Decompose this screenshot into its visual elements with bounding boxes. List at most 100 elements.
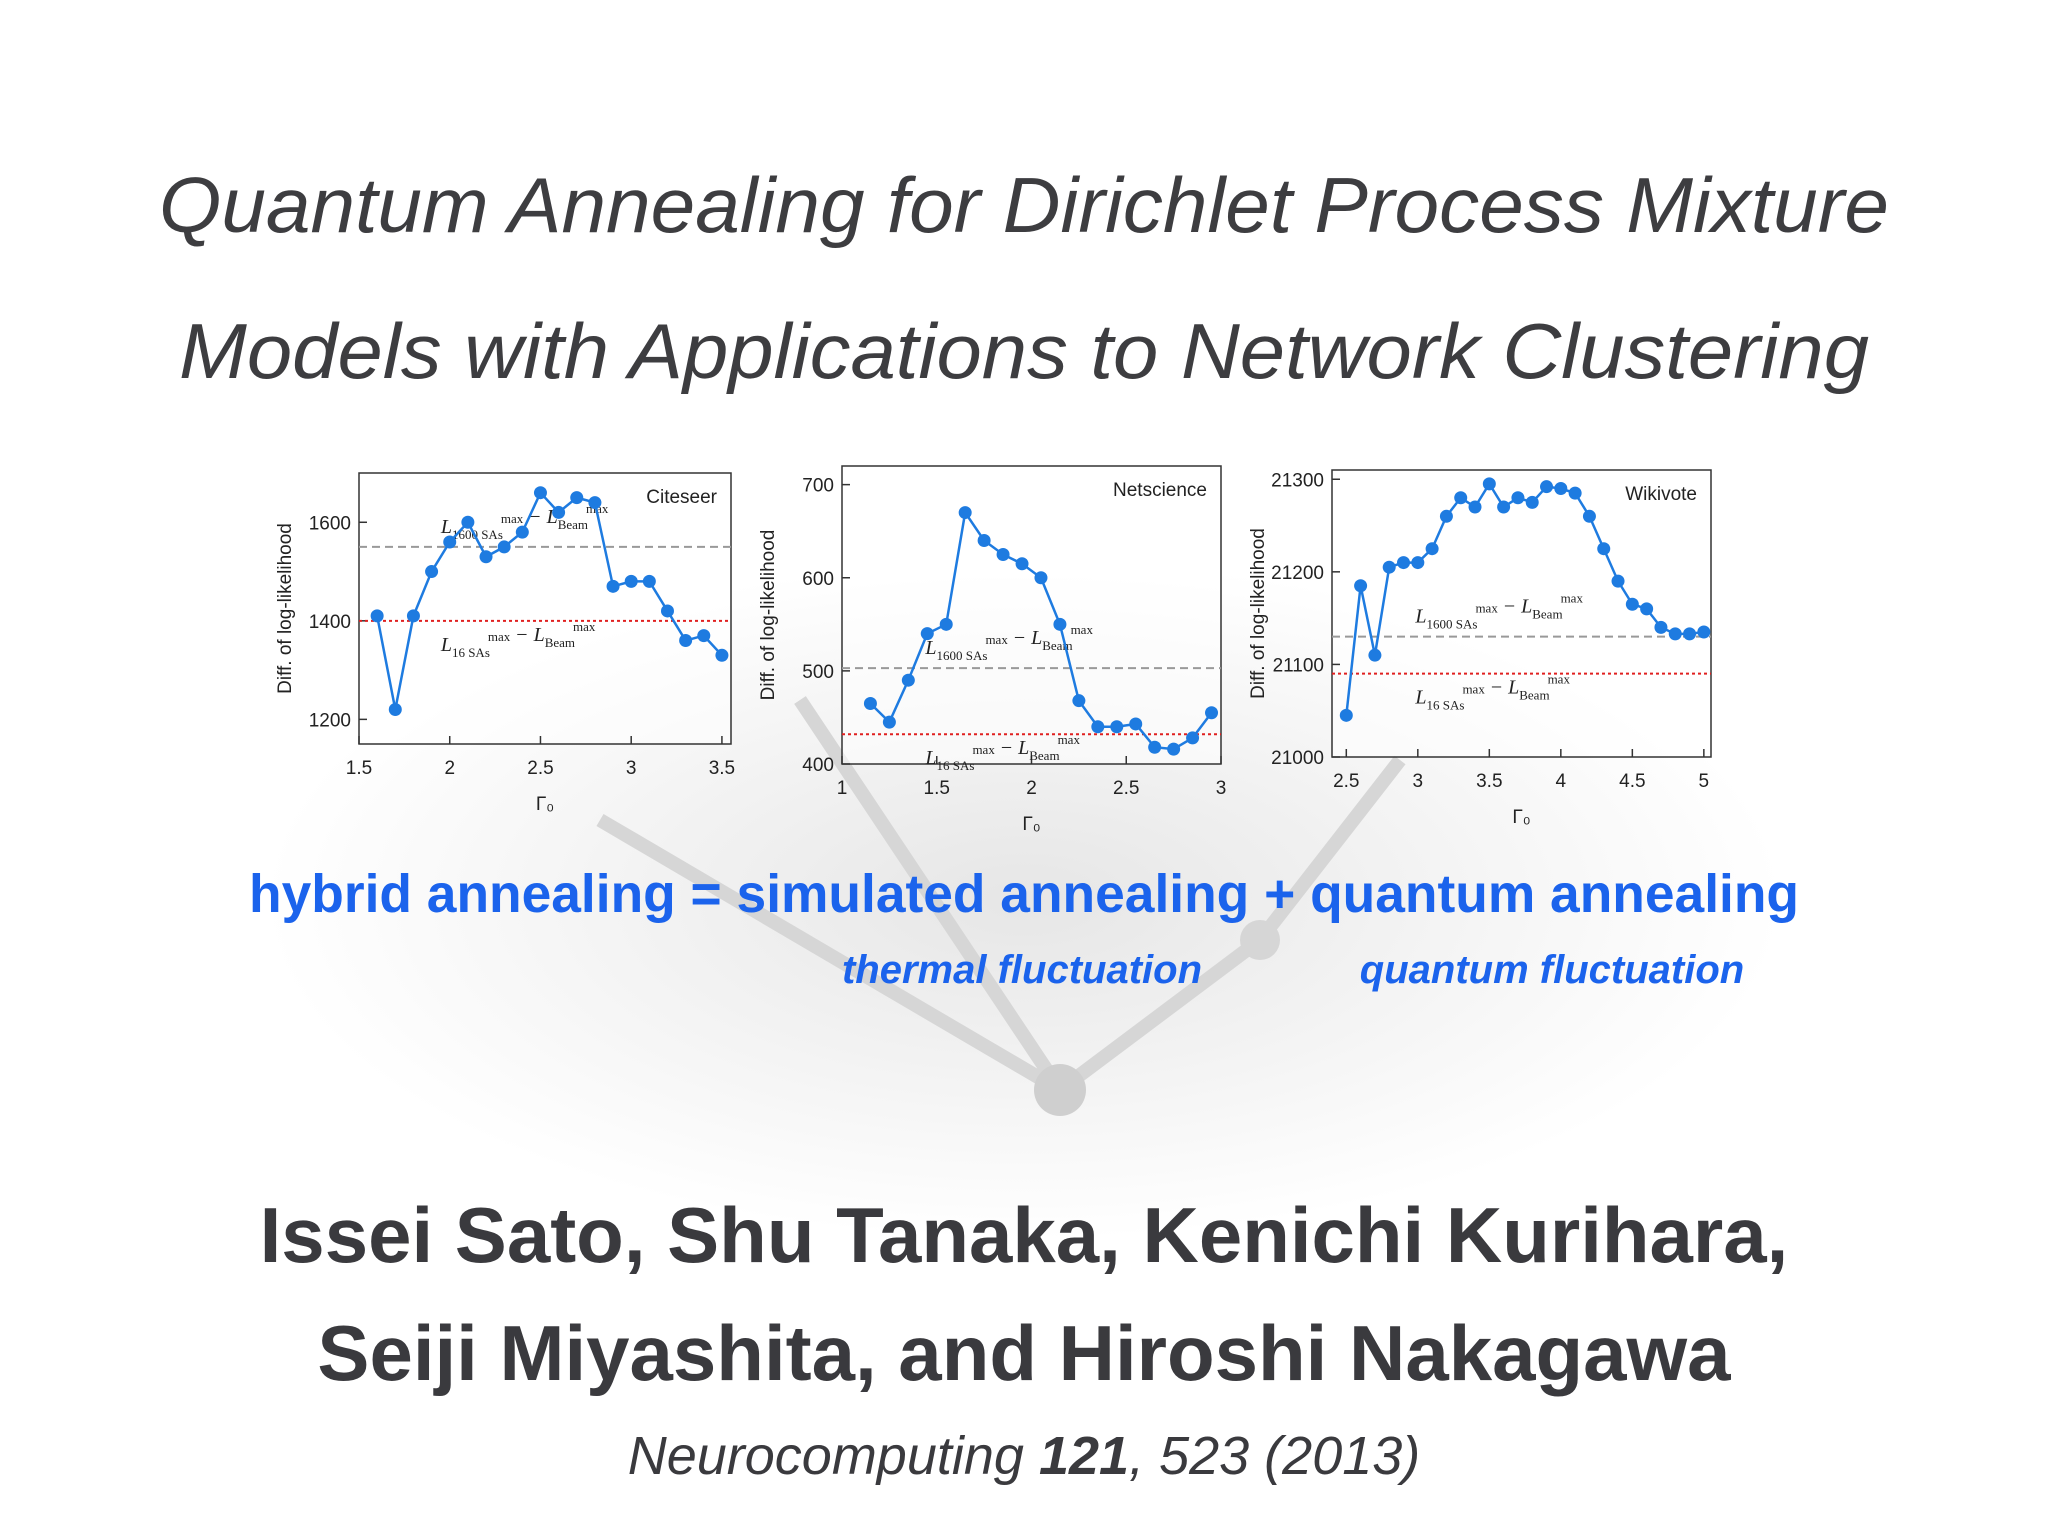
- symbol: L: [1414, 687, 1426, 709]
- data-point: [642, 574, 656, 588]
- plot-frame: [358, 472, 732, 745]
- data-point: [996, 547, 1010, 561]
- y-tick-label: 400: [802, 755, 834, 776]
- journal: Neurocomputing: [628, 1426, 1024, 1486]
- x-tick-label: 4: [1556, 771, 1567, 792]
- subscript: Beam: [558, 517, 588, 532]
- operator: −: [1001, 737, 1012, 759]
- y-tick-label: 21300: [1271, 470, 1324, 491]
- x-tick-label: 3: [626, 758, 637, 779]
- x-tick-label: 5: [1699, 771, 1710, 792]
- chart-title: Wikivote: [1625, 484, 1697, 505]
- data-point: [497, 540, 511, 554]
- data-point: [1034, 571, 1048, 585]
- subscript: 16 SAs: [937, 758, 975, 773]
- data-point: [958, 506, 972, 520]
- data-point: [1511, 491, 1525, 505]
- y-tick-label: 21100: [1273, 655, 1324, 676]
- data-point: [1110, 720, 1124, 734]
- data-point: [715, 648, 729, 662]
- superscript: max: [1475, 601, 1498, 616]
- operator: −: [529, 506, 540, 528]
- x-tick-label: 2.5: [1113, 778, 1139, 799]
- data-point: [863, 696, 877, 710]
- data-point: [697, 629, 711, 643]
- authors-line: Seiji Miyashita, and Hiroshi Nakagawa: [317, 1309, 1731, 1397]
- y-tick-label: 600: [802, 569, 834, 590]
- x-tick-label: 2.5: [1333, 771, 1359, 792]
- y-tick-label: 500: [802, 662, 834, 683]
- data-point: [977, 534, 991, 547]
- equation-operator: +: [1264, 864, 1295, 924]
- subscript: 1600 SAs: [1427, 617, 1478, 632]
- data-point: [1015, 557, 1029, 571]
- x-tick-label: 4.5: [1619, 771, 1645, 792]
- superscript: max: [1058, 732, 1081, 747]
- data-point: [443, 535, 457, 549]
- x-axis-label: Γ₀: [1512, 807, 1530, 828]
- x-tick-label: 1.5: [924, 778, 950, 799]
- data-point: [1091, 720, 1105, 734]
- chart: 1200 1400 1600 1.5 2 2.5 3 3.5 Citeseer Diff. of …: [275, 472, 735, 815]
- symbol: L: [1414, 606, 1426, 628]
- data-point: [1468, 500, 1482, 514]
- reference-label: L16 SAsmax − LBeammax: [440, 619, 596, 660]
- y-tick-label: 700: [802, 476, 834, 497]
- x-tick-label: 3.5: [709, 758, 735, 779]
- reference-label: L1600 SAsmax−LBeammax: [440, 501, 609, 542]
- data-point: [370, 609, 384, 623]
- y-tick-label: 21000: [1271, 748, 1324, 769]
- data-point: [1640, 602, 1654, 616]
- data-point: [1439, 509, 1453, 523]
- subscript: 1600 SAs: [452, 527, 503, 542]
- reference-label: L16 SAsmax − LBeammax: [1414, 672, 1570, 713]
- subscript: 16 SAs: [1427, 698, 1465, 713]
- equation-note: thermal fluctuation: [842, 948, 1202, 992]
- data-point: [388, 703, 402, 717]
- x-tick-label: 3: [1216, 778, 1227, 799]
- data-point: [1625, 597, 1639, 611]
- data-point: [406, 609, 420, 623]
- volume: 121: [1039, 1426, 1129, 1486]
- data-point: [1668, 627, 1682, 641]
- symbol: L: [924, 637, 936, 659]
- x-tick-label: 1.5: [346, 758, 372, 779]
- subscript: Beam: [1042, 638, 1072, 653]
- data-point: [660, 604, 674, 618]
- data-point: [461, 515, 475, 529]
- superscript: max: [573, 619, 596, 634]
- data-point: [1525, 495, 1539, 509]
- data-point: [1397, 556, 1411, 570]
- equation: hybrid annealing = simulated annealing +…: [249, 864, 1799, 924]
- data-point: [479, 550, 493, 564]
- symbol: L: [1030, 627, 1042, 649]
- x-tick-label: 1: [837, 778, 848, 799]
- chart: 400 500 600 700 1 1.5 2 2.5 3 Netscience Diff. of …: [758, 465, 1227, 835]
- data-point: [588, 496, 602, 510]
- operator: −: [516, 624, 527, 646]
- data-point: [1540, 480, 1554, 494]
- data-point: [679, 634, 693, 648]
- superscript: max: [985, 632, 1008, 647]
- data-point: [939, 617, 953, 631]
- y-tick-label: 1200: [309, 710, 351, 731]
- y-tick-label: 21200: [1271, 563, 1324, 584]
- plot-frame: [841, 465, 1222, 765]
- subscript: Beam: [1029, 748, 1059, 763]
- data-point: [1425, 542, 1439, 556]
- equation-operator: =: [691, 864, 722, 924]
- data-point: [1167, 742, 1181, 756]
- subscript: Beam: [1519, 688, 1549, 703]
- data-point: [920, 627, 934, 641]
- data-point: [1148, 740, 1162, 754]
- data-point: [533, 486, 547, 500]
- chart-title: Citeseer: [646, 487, 717, 508]
- subscript: 16 SAs: [452, 645, 490, 660]
- data-point: [1697, 625, 1711, 639]
- data-point: [1611, 574, 1625, 588]
- operator: −: [1014, 627, 1025, 649]
- data-point: [1554, 482, 1568, 496]
- symbol: L: [1017, 737, 1029, 759]
- network-node: [1034, 1064, 1086, 1116]
